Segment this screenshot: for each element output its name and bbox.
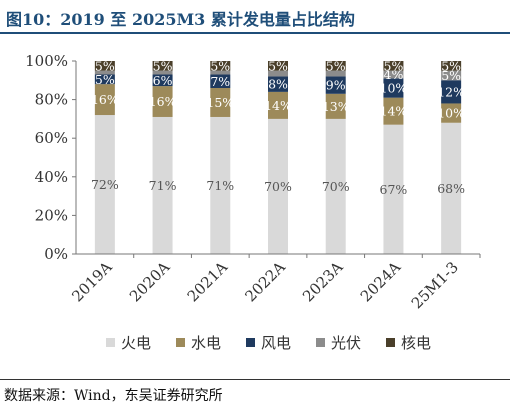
legend-swatch: [176, 338, 185, 347]
data-label: 5%: [384, 58, 404, 73]
legend: 火电 水电 风电 光伏 核电: [106, 334, 431, 352]
data-label: 14%: [380, 104, 408, 119]
stacked-bar-chart: 0%20%40%60%80%100% 72%16%5%5%71%16%6%5%7…: [25, 52, 481, 352]
data-label: 71%: [149, 178, 177, 193]
data-label: 5%: [95, 58, 115, 73]
data-label: 5%: [441, 58, 461, 73]
bar-segment-风电: [441, 80, 462, 104]
bar-segment-光伏: [383, 70, 404, 79]
bar-segment-水电: [383, 97, 404, 125]
x-axis: 2019A 2020A 2021A 2022A 2023A 2024A 25M1-3: [68, 253, 481, 312]
bar-segment-水电: [152, 86, 173, 117]
y-axis: 0% 20% 40% 60% 80% 100%: [25, 52, 77, 263]
legend-swatch: [246, 338, 255, 347]
legend-swatch: [316, 338, 325, 347]
data-label: 5%: [153, 58, 173, 73]
bar-segment-核电: [94, 61, 115, 71]
data-label: 16%: [91, 92, 119, 107]
x-tick-label: 2023A: [299, 258, 346, 305]
y-tick-label: 20%: [35, 206, 68, 224]
bar-segment-光伏: [441, 70, 462, 81]
bar-segment-风电: [210, 74, 231, 89]
y-tick-label: 80%: [35, 91, 68, 109]
x-tick-label: 2022A: [241, 258, 288, 305]
data-label: 67%: [380, 182, 408, 197]
data-label: 5%: [268, 58, 288, 73]
data-label: 72%: [91, 177, 119, 192]
data-label: 5%: [326, 58, 346, 73]
data-label: 8%: [268, 77, 288, 92]
bar-segment-光伏: [210, 70, 231, 75]
bar-segment-水电: [94, 84, 115, 116]
legend-label: 风电: [261, 334, 291, 352]
x-tick-label: 2020A: [126, 258, 173, 305]
bars: 72%16%5%5%71%16%6%5%71%15%7%5%70%14%8%5%…: [91, 58, 465, 255]
data-label: 16%: [149, 94, 177, 109]
bar-segment-火电: [268, 118, 288, 255]
bar-segment-光伏: [94, 70, 115, 75]
y-tick-label: 40%: [35, 168, 68, 186]
bar-segment-核电: [441, 61, 462, 71]
bar-segment-光伏: [268, 70, 288, 77]
data-label: 70%: [322, 179, 350, 194]
source-note: 数据来源：Wind，东吴证券研究所: [4, 388, 223, 404]
data-label: 10%: [437, 106, 465, 121]
legend-label: 核电: [401, 334, 431, 352]
data-label: 4%: [384, 67, 404, 82]
bar-segment-水电: [441, 103, 462, 123]
legend-swatch: [386, 338, 395, 347]
bar-segment-风电: [152, 74, 173, 87]
chart-title: 图10：2019 至 2025M3 累计发电量占比结构: [6, 10, 355, 29]
bar-segment-火电: [94, 115, 115, 254]
y-tick-label: 0%: [44, 245, 68, 263]
data-label: 5%: [95, 72, 115, 87]
y-tick-label: 60%: [35, 129, 68, 147]
data-label: 5%: [210, 58, 230, 73]
bar-segment-水电: [268, 91, 288, 119]
x-tick-label: 25M1-3: [408, 258, 462, 312]
bar-segment-核电: [268, 61, 288, 71]
data-label: 9%: [326, 78, 346, 93]
data-label: 6%: [153, 73, 173, 88]
data-label: 13%: [322, 99, 350, 114]
legend-label: 光伏: [331, 334, 361, 352]
bar-segment-光伏: [152, 70, 173, 75]
bar-segment-火电: [441, 122, 462, 254]
bar-segment-核电: [210, 61, 231, 71]
bar-segment-光伏: [325, 70, 346, 77]
data-label: 12%: [437, 84, 465, 99]
x-tick-label: 2019A: [68, 258, 115, 305]
data-label: 5%: [441, 68, 461, 83]
source-divider: [0, 379, 510, 380]
x-tick-label: 2021A: [184, 258, 231, 305]
title-divider: [0, 32, 510, 34]
bar-segment-水电: [325, 93, 346, 119]
bar-segment-风电: [268, 76, 288, 92]
bar-segment-核电: [152, 61, 173, 71]
data-label: 14%: [264, 98, 292, 113]
bar-segment-火电: [383, 124, 404, 254]
x-tick-label: 2024A: [357, 258, 404, 305]
y-tick-label: 100%: [25, 52, 68, 70]
data-label: 7%: [210, 74, 230, 89]
bar-segment-核电: [383, 61, 404, 71]
bar-segment-风电: [94, 74, 115, 85]
data-label: 10%: [380, 81, 408, 96]
legend-swatch: [106, 338, 115, 347]
legend-label: 水电: [191, 334, 221, 352]
bar-segment-水电: [210, 88, 231, 117]
data-label: 15%: [206, 95, 234, 110]
bar-segment-火电: [152, 116, 173, 254]
bar-segment-风电: [383, 78, 404, 98]
bar-segment-火电: [210, 116, 231, 254]
data-label: 70%: [264, 179, 292, 194]
bar-segment-火电: [325, 118, 346, 255]
bar-segment-风电: [325, 76, 346, 94]
data-label: 71%: [206, 178, 234, 193]
legend-label: 火电: [121, 334, 151, 352]
data-label: 68%: [437, 181, 465, 196]
bar-segment-核电: [325, 61, 346, 71]
